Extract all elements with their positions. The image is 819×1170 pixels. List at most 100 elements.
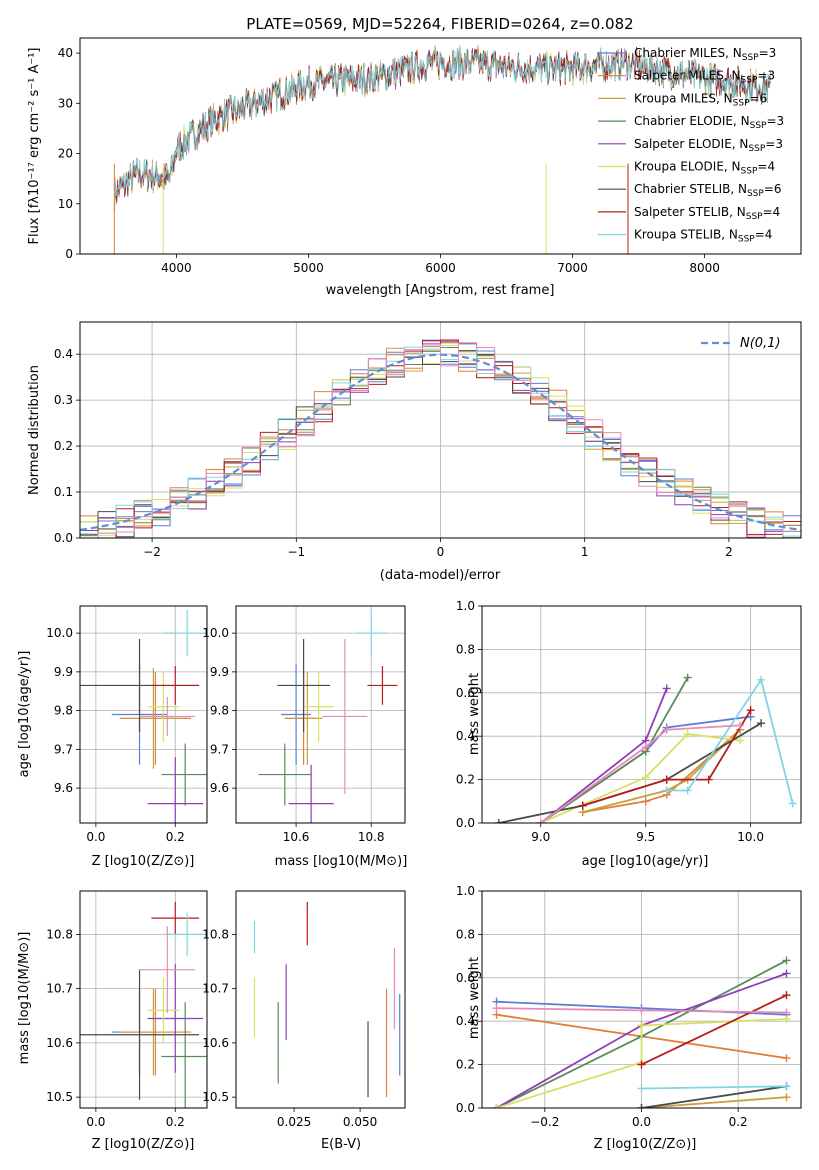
- x-tick-label: 9.5: [636, 830, 655, 844]
- mass-weight-marker: [637, 1021, 646, 1030]
- x-tick-label: 5000: [293, 261, 324, 275]
- y-tick-label: 10.6: [46, 1036, 73, 1050]
- mw-age-ylabel: mass weight: [467, 673, 482, 755]
- mass-weight-line: [582, 729, 741, 813]
- axes-frame: [79, 37, 802, 255]
- y-tick-label: 20: [58, 147, 73, 161]
- y-tick-label: 1.0: [456, 884, 475, 898]
- y-tick-label: 10.0: [46, 626, 73, 640]
- mass-weight-marker: [746, 706, 755, 715]
- x-tick-label: 9.0: [531, 830, 550, 844]
- mass-z-xlabel: Z [log10(Z/Z⊙)]: [92, 1137, 195, 1152]
- y-tick-label: 9.7: [54, 742, 73, 756]
- y-tick-label: 0.6: [456, 686, 475, 700]
- y-tick-label: 30: [58, 96, 73, 110]
- x-tick-label: 10.6: [283, 830, 310, 844]
- x-tick-label: −1: [287, 545, 305, 559]
- mass-weight-marker: [536, 819, 545, 823]
- x-tick-label: 0.2: [729, 1115, 748, 1129]
- mass-weight-marker: [662, 725, 671, 734]
- y-tick-label: 0.4: [456, 1014, 475, 1028]
- x-tick-label: −0.2: [530, 1115, 559, 1129]
- x-tick-label: 0: [437, 545, 445, 559]
- plot-area: [253, 901, 401, 1098]
- mass-weight-marker: [662, 786, 671, 795]
- mass-weight-marker: [704, 775, 713, 784]
- axes-frame: [79, 605, 208, 824]
- mass-weight-marker: [782, 1082, 791, 1091]
- mass-weight-marker: [782, 1054, 791, 1063]
- legend-label: Salpeter MILES, NSSP=3: [634, 69, 775, 86]
- x-tick-label: 2: [725, 545, 733, 559]
- normal-reference-curve: [80, 353, 801, 531]
- y-tick-label: 10.5: [202, 1090, 229, 1104]
- plot-area: [80, 606, 207, 823]
- mass-weight-line: [540, 724, 741, 823]
- mass-weight-line: [496, 1018, 787, 1108]
- mass-weight-marker: [683, 673, 692, 682]
- spectrum-line: [113, 45, 771, 212]
- mass-weight-marker: [757, 719, 766, 728]
- mass-weight-marker: [641, 773, 650, 782]
- y-tick-label: 0.0: [456, 1101, 475, 1115]
- y-tick-label: 9.9: [54, 665, 73, 679]
- y-tick-label: 0.6: [456, 971, 475, 985]
- mass-weight-line: [582, 729, 741, 813]
- spectrum-title: PLATE=0569, MJD=52264, FIBERID=0264, z=0…: [246, 15, 633, 33]
- y-tick-label: 0.2: [54, 439, 73, 453]
- legend-label: Salpeter ELODIE, NSSP=3: [634, 137, 783, 154]
- axes-frame: [79, 890, 208, 1109]
- residual-histogram-line: [80, 342, 801, 538]
- mass-weight-marker: [736, 736, 745, 745]
- mass-weight-line: [582, 709, 752, 807]
- mass-weight-line: [641, 994, 787, 1066]
- mass-weight-marker: [788, 799, 797, 808]
- mass-weight-marker: [662, 775, 671, 784]
- mass-weight-marker: [578, 801, 587, 810]
- mass-vs-z-panel: Z [log10(Z/Z⊙)] mass [log10(M/M⊙)] 0.0 0.…: [17, 890, 208, 1152]
- mw-z-xlabel: Z [log10(Z/Z⊙)]: [594, 1137, 697, 1152]
- mass-weight-marker: [641, 797, 650, 806]
- mass-weight-marker: [782, 1008, 791, 1017]
- residual-ylabel: Normed distribution: [27, 365, 42, 495]
- y-tick-label: 9.8: [210, 704, 229, 718]
- x-tick-label: 0.025: [277, 1115, 311, 1129]
- x-tick-label: 8000: [689, 261, 720, 275]
- x-tick-label: 6000: [425, 261, 456, 275]
- y-tick-label: 9.6: [54, 781, 73, 795]
- spectrum-ylabel: Flux [fλ10⁻¹⁷ erg cm⁻² s⁻¹ A⁻¹]: [27, 48, 42, 245]
- y-tick-label: 0.3: [54, 393, 73, 407]
- y-tick-label: 1.0: [456, 599, 475, 613]
- y-tick-label: 0.8: [456, 642, 475, 656]
- mass-weight-line: [540, 733, 741, 823]
- plot-area: [113, 44, 771, 254]
- spectrum-xlabel: wavelength [Angstrom, rest frame]: [326, 283, 555, 298]
- mass-weight-marker: [641, 743, 650, 752]
- y-tick-label: 0.4: [54, 347, 73, 361]
- y-tick-label: 10.8: [46, 927, 73, 941]
- axes-frame: [235, 605, 406, 824]
- plot-area: [482, 891, 801, 1108]
- mass-weight-marker: [782, 991, 791, 1000]
- legend-label: Chabrier ELODIE, NSSP=3: [634, 114, 784, 131]
- y-tick-label: 10.8: [202, 927, 229, 941]
- axes-frame: [235, 890, 406, 1109]
- age-z-ylabel: age [log10(age/yr)]: [17, 651, 32, 778]
- mass-weight-marker: [683, 786, 692, 795]
- age-vs-z-panel: Z [log10(Z/Z⊙)] age [log10(age/yr)] 0.0 0…: [17, 605, 208, 869]
- y-tick-label: 10.7: [202, 982, 229, 996]
- y-tick-label: 9.6: [210, 781, 229, 795]
- mass-weight-marker: [757, 675, 766, 684]
- y-tick-label: 0.2: [456, 773, 475, 787]
- mass-weight-line: [641, 1085, 787, 1108]
- mass-weight-marker: [736, 721, 745, 730]
- x-tick-label: 0.0: [86, 1115, 105, 1129]
- x-tick-label: 0.2: [166, 830, 185, 844]
- plot-area: [482, 606, 801, 823]
- y-tick-label: 40: [58, 46, 73, 60]
- legend-label: Kroupa ELODIE, NSSP=4: [634, 160, 775, 177]
- x-tick-label: 1: [581, 545, 589, 559]
- legend-label: Chabrier MILES, NSSP=3: [634, 46, 776, 63]
